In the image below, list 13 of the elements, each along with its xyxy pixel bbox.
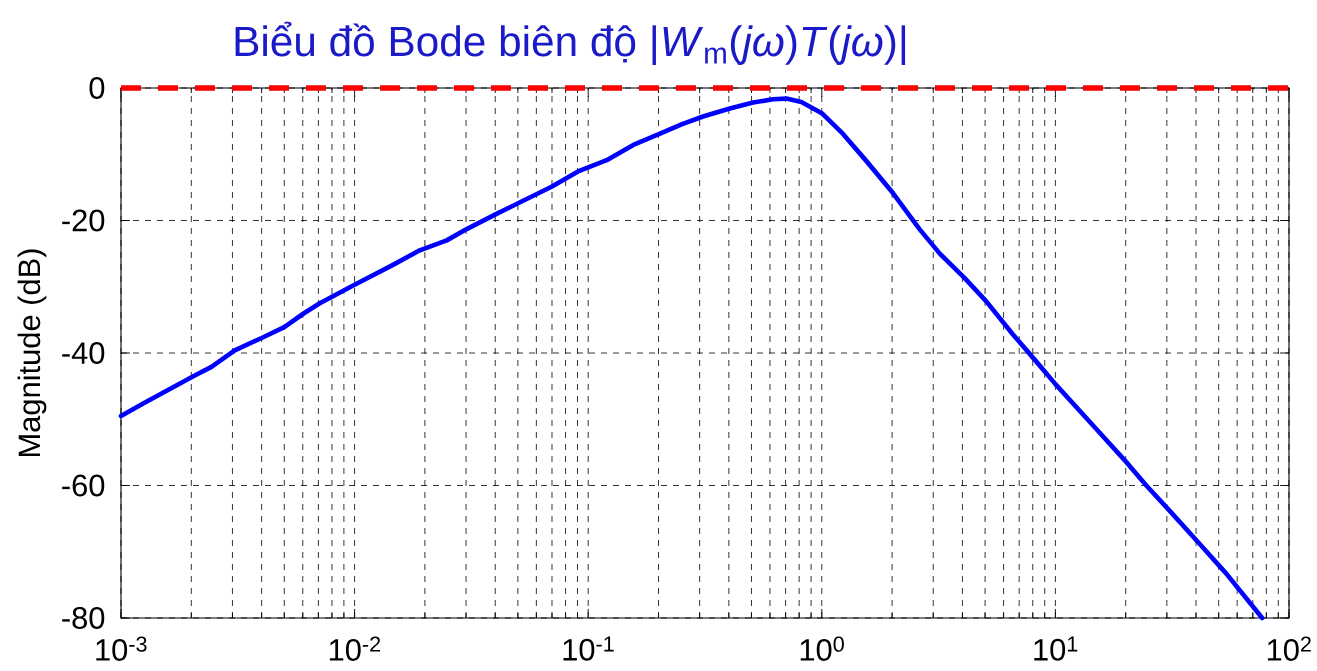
- x-tick-label: 10$^{-1}$: [563, 636, 614, 661]
- x-tick-label: 10$^{1}$: [1034, 636, 1078, 661]
- chart-title: Biểu đồ Bode biên độ |W$_{m}$(jω)T(jω)|: [235, 21, 906, 65]
- x-tick-label: 10$^{0}$: [800, 636, 844, 661]
- x-tick-label: 10$^{-3}$: [96, 636, 147, 661]
- y-tick-label: -60: [62, 474, 105, 497]
- x-tick-label: 10$^{2}$: [1267, 636, 1311, 661]
- y-axis-title: Magnitude (dB): [17, 249, 47, 457]
- y-tick-label: -80: [62, 607, 105, 629]
- y-tick-label: 0: [89, 77, 105, 99]
- y-tick-label: -40: [62, 342, 105, 364]
- y-tick-label: -20: [62, 209, 105, 232]
- x-tick-label: 10$^{-2}$: [329, 636, 381, 661]
